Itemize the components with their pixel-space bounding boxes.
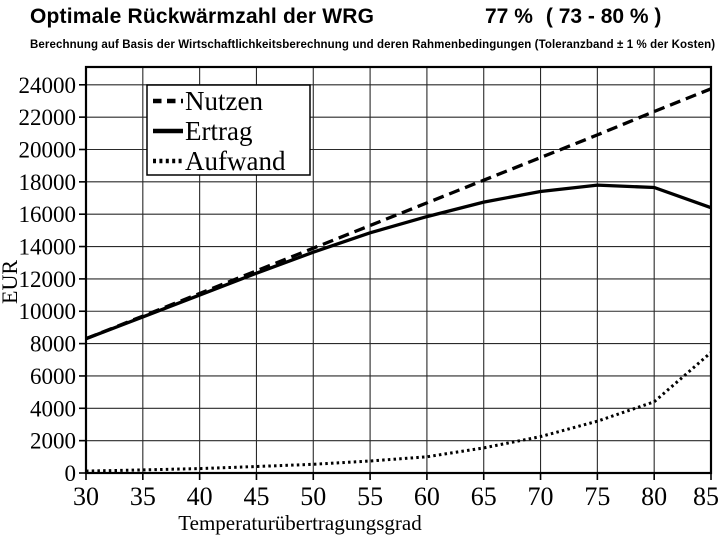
result-value: 77 %	[485, 5, 533, 28]
result-badge: 77 % ( 73 - 80 % )	[485, 5, 661, 29]
y-tick-label: 18000	[19, 170, 77, 195]
plot-border	[84, 65, 713, 475]
x-tick-label: 65	[471, 482, 497, 511]
y-tick-label: 14000	[19, 235, 77, 260]
y-tick-label: 10000	[19, 299, 77, 324]
x-tick-label: 55	[357, 482, 383, 511]
y-tick-label: 4000	[30, 396, 76, 421]
legend-label-nutzen: Nutzen	[185, 86, 263, 116]
y-tick-label: 6000	[30, 364, 76, 389]
series-aufwand	[85, 351, 712, 473]
x-tick-label: 35	[130, 482, 156, 511]
x-tick-label: 40	[187, 482, 213, 511]
x-tick-label: 50	[300, 482, 326, 511]
y-tick-label: 20000	[19, 137, 77, 162]
x-axis-label: Temperaturübertragungsgrad	[178, 511, 422, 535]
legend-label-aufwand: Aufwand	[185, 146, 286, 176]
chart-svg: 0 2000 4000 6000 8000 10000 12000 14000 16000 180…	[0, 65, 719, 535]
x-tick-label: 75	[584, 482, 610, 511]
y-tick-label: 2000	[30, 429, 76, 454]
x-tick-label: 45	[243, 482, 269, 511]
y-tick-label: 12000	[19, 267, 77, 292]
legend-label-ertrag: Ertrag	[185, 116, 252, 146]
series-ertrag	[85, 183, 712, 341]
x-tick-label: 60	[414, 482, 440, 511]
x-tick-label: 85	[693, 482, 719, 511]
y-tick-label: 16000	[19, 202, 77, 227]
y-tick-label: 22000	[19, 105, 77, 130]
page-title: Optimale Rückwärmzahl der WRG	[30, 5, 375, 28]
y-tick-label: 0	[65, 461, 77, 486]
y-tick-label: 24000	[19, 73, 77, 98]
x-tick-label: 30	[73, 482, 99, 511]
x-tick-label: 70	[528, 482, 554, 511]
x-tick-label: 80	[641, 482, 667, 511]
y-axis-label: EUR	[0, 260, 22, 304]
y-tick-label: 8000	[30, 332, 76, 357]
subtitle: Berechnung auf Basis der Wirtschaftlichk…	[30, 39, 716, 51]
result-range: ( 73 - 80 % )	[545, 5, 662, 28]
